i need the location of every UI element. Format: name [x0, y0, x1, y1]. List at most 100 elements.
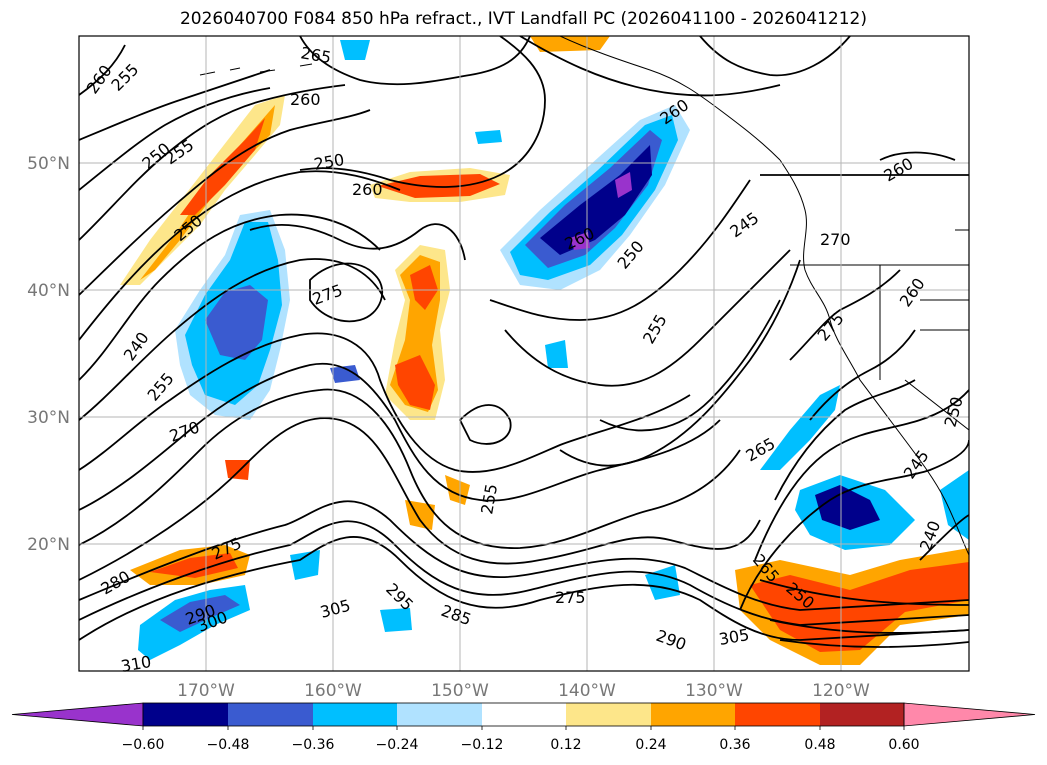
shade-negative-coast-strip: [760, 385, 840, 470]
colorbar-segment: [820, 703, 904, 726]
colorbar-tick-label: −0.36: [292, 737, 335, 753]
contour-label: 305: [717, 625, 750, 649]
contour-line: [79, 109, 371, 296]
contour-line: [504, 249, 791, 387]
contour-line: [79, 500, 969, 611]
contour-line: [79, 536, 969, 641]
colorbar: −0.60 −0.48 −0.36 −0.24 −0.12 0.12 0.24 …: [11, 702, 1036, 753]
contour-line: [79, 520, 969, 626]
contour-line: [79, 332, 691, 473]
colorbar-segment: [482, 703, 566, 726]
contour-line: [919, 514, 969, 561]
colorbar-tick-label: 0.36: [719, 737, 750, 753]
colorbar-tick-label: 0.24: [635, 737, 666, 753]
graticule: [79, 36, 969, 671]
contour-label: 295: [382, 579, 417, 614]
contour-line: [774, 379, 916, 501]
contour-label: 275: [555, 588, 586, 607]
contour-label: 290: [654, 626, 689, 654]
contour-line: [79, 388, 741, 549]
lon-label: 130°W: [685, 681, 743, 701]
contour-line: [458, 404, 512, 445]
lon-label: 170°W: [177, 681, 235, 701]
latitude-labels: 50°N 40°N 30°N 20°N: [27, 154, 70, 555]
contour-line: [309, 262, 384, 323]
contour-line: [754, 389, 969, 561]
contour-line: [79, 362, 721, 511]
colorbar-segment: [566, 703, 651, 726]
shade-positive-north-edge: [530, 36, 610, 52]
lat-label: 40°N: [27, 281, 70, 301]
colorbar-tick-label: −0.24: [376, 737, 419, 753]
contour-line: [79, 417, 761, 581]
contour-label: 250: [941, 395, 967, 429]
contour-line: [699, 36, 851, 77]
contour-line: [789, 269, 901, 361]
refractivity-contours: [79, 36, 969, 648]
contour-label: 260: [290, 90, 321, 109]
colorbar-segment: [735, 703, 820, 726]
colorbar-tick-label: −0.48: [207, 737, 250, 753]
shade-positive-small-2: [405, 500, 435, 530]
contour-line: [559, 259, 801, 467]
colorbar-extend-high: [903, 702, 1036, 727]
coastlines: [199, 36, 969, 556]
shade-negative-small-1: [330, 365, 360, 383]
contour-line: [739, 439, 969, 611]
contour-label: 270: [167, 417, 202, 445]
colorbar-tick-label: 0.48: [804, 737, 835, 753]
shade-negative-subtropic-east-core: [815, 485, 880, 530]
contour-label: 260: [896, 274, 929, 310]
contour-label: 240: [120, 328, 153, 364]
contour-line: [249, 223, 466, 261]
contour-label: 245: [726, 208, 762, 241]
contour-label: 275: [310, 280, 345, 308]
colorbar-segment: [651, 703, 735, 726]
contour-line: [299, 36, 546, 188]
shade-negative-small-3: [290, 550, 320, 580]
colorbar-segment: [397, 703, 482, 726]
colorbar-segment: [228, 703, 313, 726]
shade-negative-north-2: [475, 130, 502, 144]
shade-negative-small-4: [645, 565, 680, 600]
contour-label: 275: [814, 309, 848, 345]
contour-label: 260: [352, 180, 383, 199]
longitude-labels: 170°W 160°W 150°W 140°W 130°W 120°W: [177, 681, 870, 701]
lon-label: 140°W: [558, 681, 616, 701]
contour-line: [769, 619, 969, 634]
contour-line: [79, 69, 271, 141]
shade-negative-small-2: [545, 340, 568, 368]
state-border: [904, 379, 969, 431]
coastline-alaska: [559, 36, 781, 161]
colorbar-frame: [142, 702, 905, 727]
contour-line: [779, 639, 969, 648]
lon-label: 160°W: [304, 681, 362, 701]
lon-label: 120°W: [812, 681, 870, 701]
colorbar-tick-label: −0.60: [122, 737, 165, 753]
shade-negative-gulf-of-alaska-core: [540, 145, 652, 255]
shade-negative-small-5: [380, 608, 412, 632]
coastline-aleutians: [199, 63, 313, 76]
contour-line: [489, 179, 751, 321]
contour-label: 265: [299, 43, 332, 67]
colorbar-segment: [143, 703, 228, 726]
contour-line: [79, 87, 271, 191]
colorbar-segment: [313, 703, 397, 726]
contour-label: 280: [98, 567, 134, 599]
contour-line: [79, 170, 401, 341]
contour-label: 250: [312, 150, 345, 174]
shade-positive-20n-west-core: [150, 553, 238, 578]
contour-line: [519, 36, 781, 97]
contour-line: [79, 84, 346, 241]
colorbar-tick-label: 0.12: [550, 737, 581, 753]
lat-label: 50°N: [27, 154, 70, 174]
colorbar-tick-label: 0.60: [888, 737, 919, 753]
shade-positive-central-plume-max: [395, 265, 438, 410]
contour-label: 240: [916, 518, 944, 553]
lat-label: 20°N: [27, 535, 70, 555]
contour-label: 270: [820, 230, 851, 249]
contour-label: 310: [119, 652, 152, 676]
lat-label: 30°N: [27, 408, 70, 428]
colorbar-tick-label: −0.12: [461, 737, 504, 753]
colorbar-extend-low: [11, 702, 144, 727]
